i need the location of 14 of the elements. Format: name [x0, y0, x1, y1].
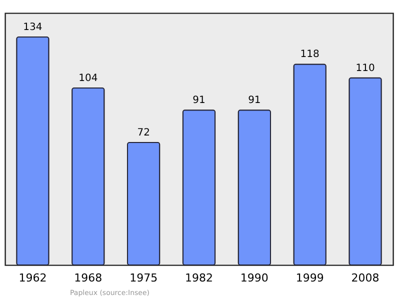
x-tick-label: 1962	[18, 272, 47, 284]
data-label: 91	[248, 95, 261, 106]
data-label: 118	[300, 49, 320, 60]
data-label: 134	[23, 22, 42, 33]
data-label: 72	[137, 127, 150, 138]
x-tick-label: 1990	[240, 272, 268, 284]
data-label: 91	[192, 95, 206, 106]
data-label: 104	[78, 73, 98, 84]
data-label: 110	[356, 62, 375, 74]
x-tick-label: 1999	[296, 272, 324, 284]
x-tick-label: 1975	[130, 272, 158, 284]
x-tick-label: 1968	[74, 272, 102, 284]
x-tick-label: 1982	[185, 272, 213, 284]
x-tick-label: 2008	[351, 272, 380, 284]
